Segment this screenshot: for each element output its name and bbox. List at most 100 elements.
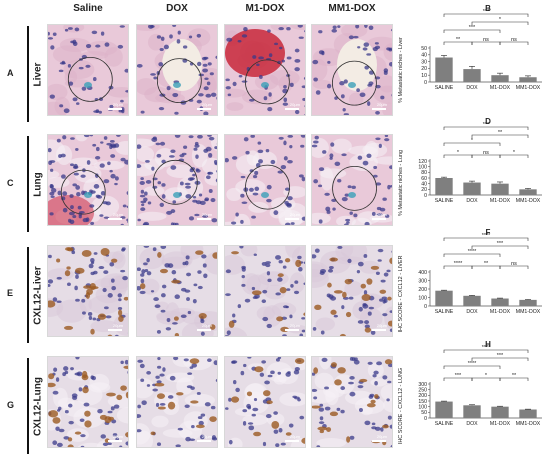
row-divider-e: [27, 247, 29, 343]
chart-b: B % Metastatic niches - Liver 0 10 20 30 40 50 S…: [392, 2, 548, 106]
chart-significance-label: ****: [454, 261, 463, 267]
chart-significance-bracket: [443, 253, 501, 257]
chart-bar-saline: [435, 290, 453, 306]
chart-significance-label: ****: [482, 345, 491, 351]
chart-significance-label: *: [457, 150, 460, 156]
chart-y-tick-label: 100: [418, 295, 427, 301]
scale-bar: [197, 218, 211, 220]
chart-panel-letter: H: [485, 340, 491, 349]
chart-significance-bracket: [443, 13, 529, 17]
micrograph-liver-ihc-m1-dox: 20μm: [224, 245, 306, 337]
chart-significance-label: *: [513, 150, 516, 156]
chart-y-tick-label: 300: [418, 278, 427, 284]
row-letter-g: G: [7, 400, 15, 410]
chart-y-tick-label: 20: [421, 187, 427, 193]
chart-category-label: MM1-DOX: [516, 85, 541, 91]
chart-significance-bracket: [499, 265, 529, 269]
chart-y-tick-label: 20: [421, 66, 427, 72]
scale-label: 20μm: [201, 102, 212, 107]
chart-category-label: M1-DOX: [490, 198, 511, 204]
scale-label: 20μm: [201, 212, 212, 217]
chart-d: D % Metastatic niches - Lung 0 20 40 60 80 100 1…: [392, 115, 548, 219]
chart-bar-mm1-dox: [519, 189, 537, 195]
chart-significance-label: *: [485, 373, 488, 379]
column-header-m1-dox: M1-DOX: [245, 3, 285, 14]
row-letter-e: E: [7, 288, 14, 298]
chart-category-label: M1-DOX: [490, 421, 511, 427]
chart-category-label: DOX: [466, 198, 478, 204]
chart-significance-label: ***: [483, 9, 490, 15]
chart-bar-m1-dox: [491, 183, 509, 195]
chart-y-tick-label: 40: [421, 181, 427, 187]
chart-y-tick-label: 40: [421, 53, 427, 59]
scale-label: 20μm: [112, 323, 123, 328]
chart-bar-m1-dox: [491, 75, 509, 82]
chart-bar-dox: [463, 182, 481, 195]
chart-category-label: M1-DOX: [490, 309, 511, 315]
row-name-lung: Lung: [32, 172, 44, 197]
chart-y-tick-label: 100: [418, 164, 427, 170]
chart-category-label: DOX: [466, 309, 478, 315]
scale-bar: [285, 440, 299, 442]
chart-category-label: SALINE: [435, 85, 454, 91]
chart-y-tick-label: 100: [418, 404, 427, 410]
chart-bar-mm1-dox: [519, 77, 537, 82]
micrograph-liver-ihc-dox: 20μm: [136, 245, 218, 337]
chart-y-tick-label: 50: [421, 410, 427, 416]
chart-bar-mm1-dox: [519, 299, 537, 306]
chart-bar-mm1-dox: [519, 409, 537, 418]
chart-y-tick-label: 10: [421, 73, 427, 79]
row-name-liver: Liver: [32, 62, 44, 87]
chart-y-tick-label: 400: [418, 270, 427, 276]
scale-label: 20μm: [289, 102, 300, 107]
scale-label: 20μm: [376, 323, 387, 328]
chart-significance-label: ***: [455, 373, 462, 379]
chart-category-label: SALINE: [435, 421, 454, 427]
chart-bar-dox: [463, 69, 481, 82]
chart-y-tick-label: 120: [418, 159, 427, 165]
scale-bar: [285, 108, 299, 110]
scale-label: 20μm: [376, 212, 387, 217]
chart-panel-letter: D: [485, 117, 491, 126]
chart-significance-label: ***: [469, 25, 476, 31]
chart-significance-bracket: [471, 21, 529, 25]
scale-bar: [108, 108, 122, 110]
chart-y-tick-label: 0: [424, 193, 427, 199]
chart-significance-bracket: [471, 134, 529, 138]
chart-panel-letter: F: [486, 228, 491, 237]
chart-y-tick-label: 200: [418, 287, 427, 293]
row-divider-g: [27, 358, 29, 454]
chart-significance-bracket: [471, 357, 529, 361]
chart-significance-label: ***: [497, 241, 504, 247]
scale-label: 20μm: [201, 323, 212, 328]
chart-y-tick-label: 250: [418, 387, 427, 393]
row-divider-a: [27, 26, 29, 122]
chart-significance-label: ns: [511, 37, 517, 43]
scale-label: 20μm: [289, 434, 300, 439]
chart-significance-label: **: [456, 37, 461, 43]
chart-significance-label: ns: [483, 150, 489, 156]
chart-significance-bracket: [471, 245, 529, 249]
chart-y-tick-label: 60: [421, 176, 427, 182]
chart-significance-bracket: [443, 142, 501, 146]
chart-significance-label: *: [499, 17, 502, 23]
chart-y-tick-label: 0: [424, 304, 427, 310]
chart-significance-bracket: [443, 237, 529, 241]
scale-label: 20μm: [289, 323, 300, 328]
chart-significance-label: *: [471, 138, 474, 144]
chart-ylabel: % Metastatic niches - Liver: [398, 37, 404, 103]
micrograph-liver-he-saline: 20μm: [47, 24, 129, 116]
scale-bar: [108, 218, 122, 220]
scale-bar: [372, 440, 386, 442]
chart-y-tick-label: 80: [421, 170, 427, 176]
micrograph-liver-he-dox: 20μm: [136, 24, 218, 116]
scale-bar: [372, 329, 386, 331]
scale-bar: [372, 218, 386, 220]
chart-y-tick-label: 0: [424, 416, 427, 422]
chart-significance-label: **: [512, 373, 517, 379]
scale-label: 20μm: [201, 434, 212, 439]
chart-f: F IHC SCORE - CXCL12 - LIVER 0 100 200 300 400…: [392, 226, 548, 333]
chart-y-tick-label: 30: [421, 59, 427, 65]
scale-label: 20μm: [112, 434, 123, 439]
micrograph-lung-he-m1-dox: 20μm: [224, 134, 306, 226]
